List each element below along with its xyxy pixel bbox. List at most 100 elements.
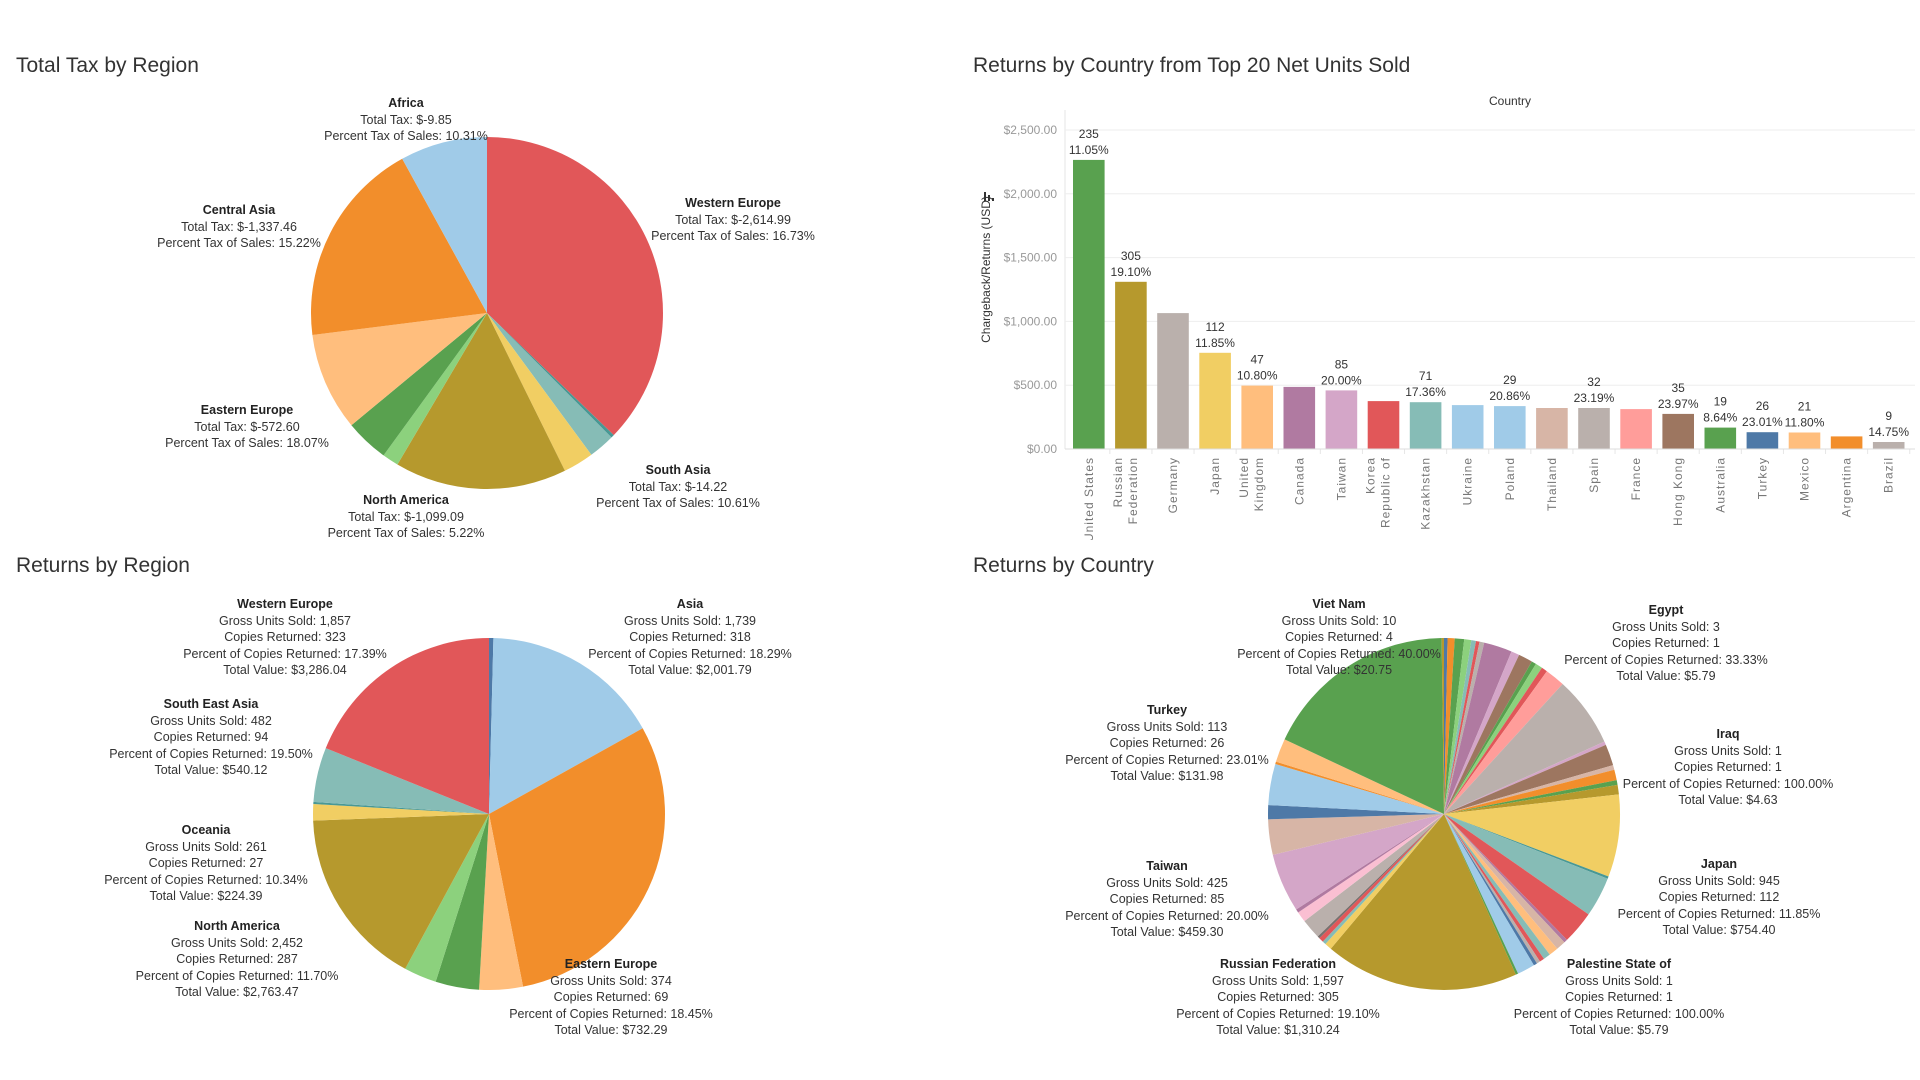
pie-slice[interactable] <box>1444 661 1536 814</box>
bar-thailand[interactable] <box>1536 408 1568 449</box>
bar-ukraine[interactable] <box>1451 405 1484 449</box>
pie-label-line: Copies Returned: 287 <box>176 952 298 966</box>
pie-slice[interactable] <box>1444 814 1589 940</box>
bar-turkey[interactable] <box>1746 432 1779 449</box>
pie-slice[interactable] <box>1444 769 1617 814</box>
pie-slice[interactable] <box>1319 814 1444 942</box>
pie-slice[interactable] <box>1444 651 1520 814</box>
pie-slice[interactable] <box>435 814 489 990</box>
pie-slice[interactable] <box>1444 814 1540 964</box>
bar-united-kingdom[interactable] <box>1241 385 1273 449</box>
pie-slice-palestine-state-of[interactable] <box>1444 814 1550 959</box>
pie-slice[interactable] <box>405 814 489 982</box>
pie-slice[interactable] <box>1444 638 1455 814</box>
bar-australia[interactable] <box>1704 427 1737 449</box>
pie-slice-north-america[interactable] <box>313 814 489 969</box>
bar-russian-federation[interactable] <box>1115 281 1147 449</box>
pie-slice[interactable] <box>383 313 487 465</box>
pie-slice[interactable] <box>487 313 612 455</box>
pie-slice[interactable] <box>1444 814 1609 879</box>
pie-label-title: North America <box>194 919 280 933</box>
pie-slice[interactable] <box>1444 640 1477 814</box>
pie-slice[interactable] <box>1444 683 1605 814</box>
pie-slice[interactable] <box>1444 780 1618 814</box>
pie-slice-eastern-europe[interactable] <box>312 313 487 426</box>
pie-slice-south-asia[interactable] <box>487 313 592 471</box>
pie-slice[interactable] <box>1298 814 1444 922</box>
pie-slice[interactable] <box>1444 814 1608 915</box>
pie-slice-south-east-asia[interactable] <box>313 748 489 814</box>
bar-france[interactable] <box>1620 409 1652 449</box>
pie-slice[interactable] <box>1444 671 1563 814</box>
pie-slice[interactable] <box>1444 642 1512 814</box>
pie-slice[interactable] <box>1268 763 1444 814</box>
pie-slice-russian-federation[interactable] <box>1330 814 1516 990</box>
pie-slice-western-europe[interactable] <box>325 638 489 814</box>
bar-japan[interactable] <box>1199 352 1231 449</box>
pie-slice-africa[interactable] <box>402 137 487 313</box>
bar-hong-kong[interactable] <box>1662 413 1694 449</box>
pie-slice[interactable] <box>1444 814 1558 955</box>
pie-slice[interactable] <box>1304 814 1444 937</box>
bar-poland[interactable] <box>1494 406 1526 449</box>
pie-label-line: Percent of Copies Returned: 11.70% <box>135 968 339 983</box>
pie-slice[interactable] <box>1275 761 1444 814</box>
bar-korea-republic-of[interactable] <box>1367 401 1400 449</box>
pie-slice-viet-nam[interactable] <box>1284 638 1444 814</box>
bar-canada[interactable] <box>1283 386 1316 449</box>
pie-slice-iraq[interactable] <box>1444 765 1615 814</box>
pie-slice[interactable] <box>1268 814 1444 855</box>
x-tick-label-germany: Germany <box>1166 457 1180 513</box>
pie-slice[interactable] <box>1325 814 1444 949</box>
pie-slice-north-america[interactable] <box>397 313 565 490</box>
pie-label-asia: Asia Gross Units Sold: 1,739 Copies Return… <box>588 596 792 679</box>
pie-slice[interactable] <box>1441 638 1444 814</box>
pie-slice[interactable] <box>1444 654 1532 814</box>
pie-slice-japan[interactable] <box>1444 794 1621 877</box>
pie-slice[interactable] <box>1444 814 1534 974</box>
pie-slice[interactable] <box>1444 639 1472 814</box>
pie-slice[interactable] <box>489 638 494 814</box>
pie-slice-egypt[interactable] <box>1444 663 1542 814</box>
pie-slice[interactable] <box>1444 744 1614 814</box>
pie-label-line: Copies Returned: 305 <box>1217 990 1339 1004</box>
pie-slice[interactable] <box>1444 667 1547 814</box>
bar-brazil[interactable] <box>1872 442 1905 449</box>
bar-taiwan[interactable] <box>1325 390 1358 449</box>
pie-slice-taiwan[interactable] <box>1272 814 1444 910</box>
pie-slice[interactable] <box>1444 814 1565 949</box>
bar-spain[interactable] <box>1578 408 1610 449</box>
pie-slice[interactable] <box>1444 814 1567 943</box>
pie-slice-central-asia[interactable] <box>311 158 487 336</box>
pie-slice[interactable] <box>1275 739 1444 814</box>
pie-slice[interactable] <box>1317 814 1444 939</box>
pie-slice[interactable] <box>1444 814 1544 962</box>
pie-slice[interactable] <box>1322 814 1444 945</box>
pie-label-title: Africa <box>388 96 424 110</box>
pie-slice[interactable] <box>1444 741 1606 814</box>
bar-united-states[interactable] <box>1073 159 1105 449</box>
sort-icon[interactable] <box>984 192 994 201</box>
pie-slice[interactable] <box>1444 814 1519 975</box>
bar-kazakhstan[interactable] <box>1409 402 1442 449</box>
pie-label-line: Total Value: $3,286.04 <box>223 663 347 677</box>
pie-slice-oceania[interactable] <box>313 804 489 821</box>
pie-slice[interactable] <box>1444 814 1537 966</box>
pie-slice[interactable] <box>1444 641 1485 814</box>
pie-slice-western-europe[interactable] <box>487 137 663 436</box>
pie-slice-asia[interactable] <box>489 638 643 814</box>
pie-slice[interactable] <box>1444 640 1480 814</box>
pie-slice[interactable] <box>313 801 489 814</box>
pie-slice[interactable] <box>1444 784 1619 814</box>
pie-slice[interactable] <box>487 313 614 438</box>
pie-slice[interactable] <box>1444 638 1448 814</box>
bar-germany[interactable] <box>1157 313 1189 449</box>
pie-slice[interactable] <box>1296 814 1444 913</box>
bar-argentina[interactable] <box>1830 436 1863 449</box>
pie-slice[interactable] <box>479 814 524 991</box>
pie-slice[interactable] <box>1444 638 1465 814</box>
pie-slice[interactable] <box>351 313 487 456</box>
bar-mexico[interactable] <box>1788 432 1821 450</box>
pie-slice-turkey[interactable] <box>1267 805 1444 820</box>
pie-slice-eastern-europe[interactable] <box>489 728 665 987</box>
